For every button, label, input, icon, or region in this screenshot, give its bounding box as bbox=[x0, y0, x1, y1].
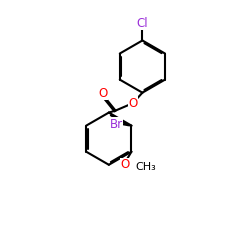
Text: O: O bbox=[98, 87, 107, 100]
Text: O: O bbox=[128, 96, 138, 110]
Text: Cl: Cl bbox=[136, 16, 148, 30]
Text: Br: Br bbox=[110, 118, 122, 131]
Text: CH₃: CH₃ bbox=[136, 162, 156, 172]
Text: O: O bbox=[120, 158, 130, 171]
